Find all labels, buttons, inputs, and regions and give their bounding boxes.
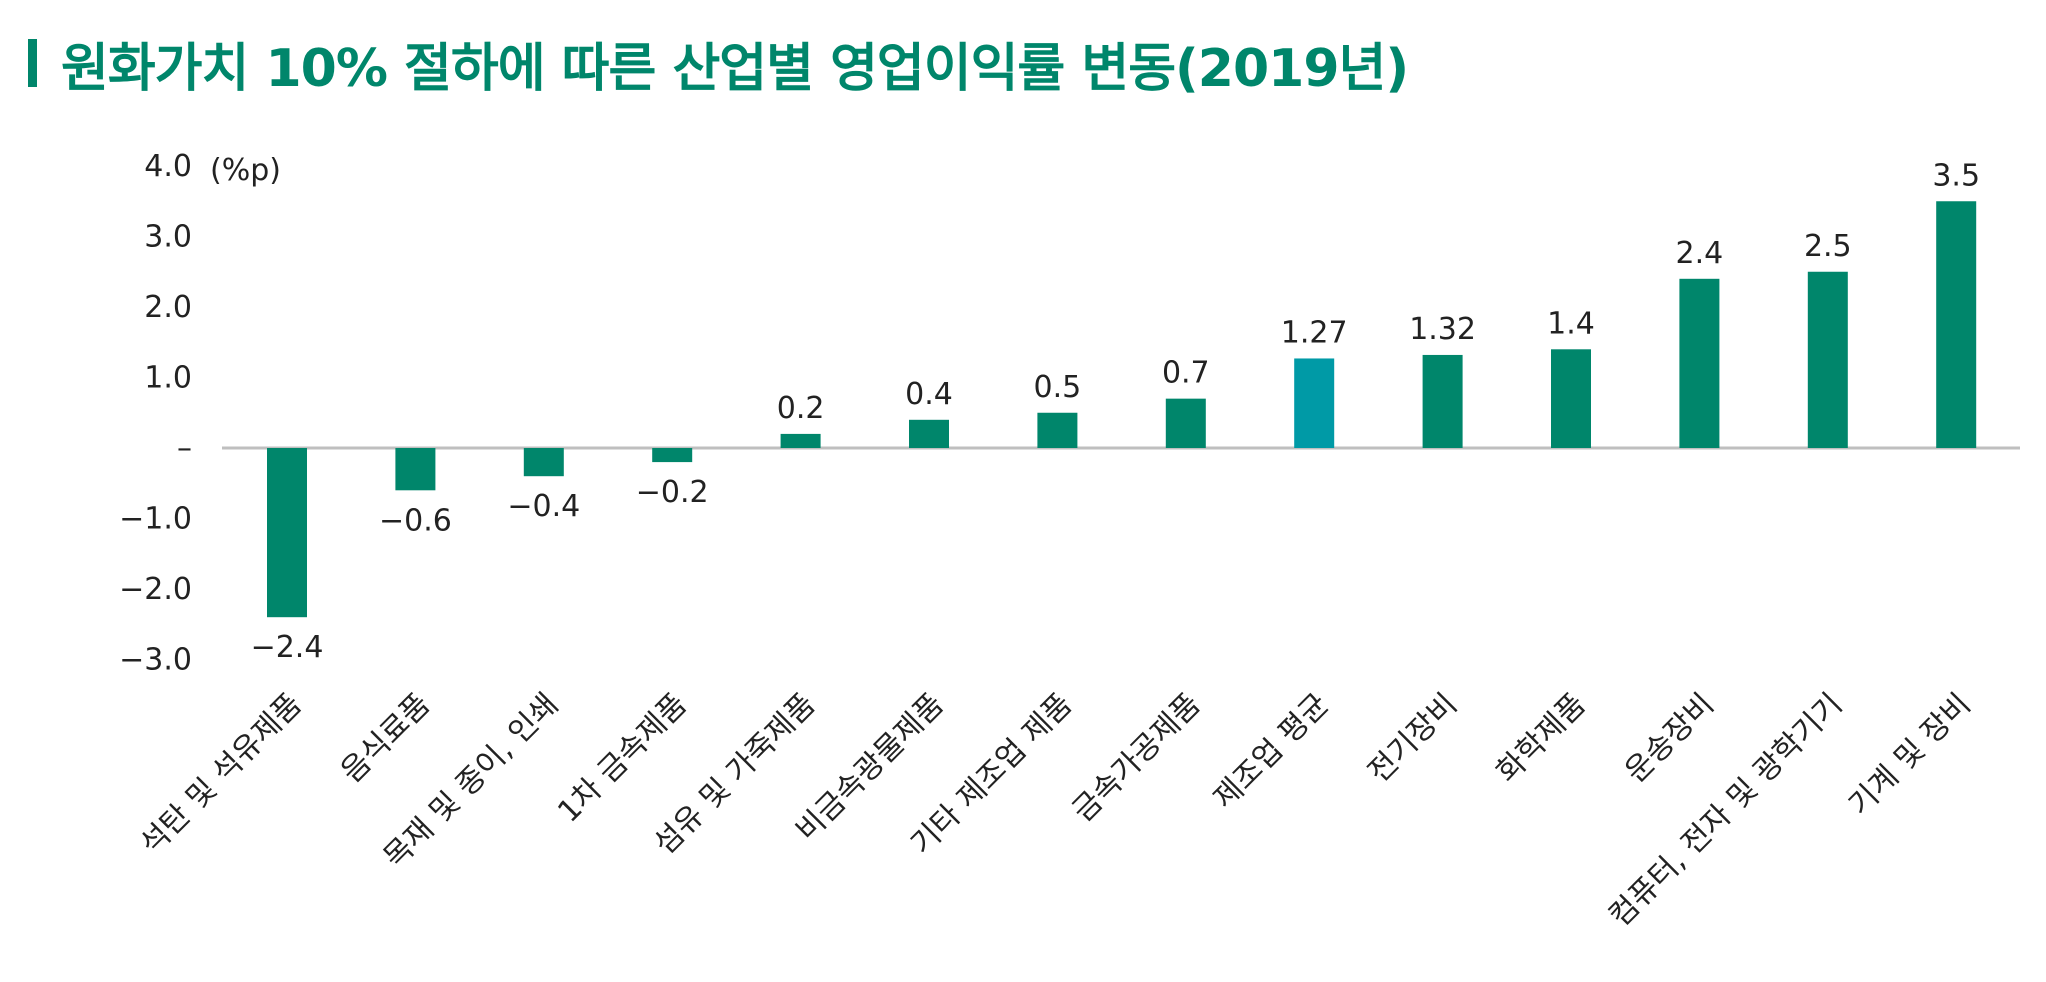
- data-label: −2.4: [251, 630, 324, 665]
- x-tick-label: 금속가공제품: [1066, 687, 1208, 829]
- chart-title: 원화가치 10% 절하에 따른 산업별 영업이익률 변동(2019년): [61, 38, 1409, 99]
- x-tick-label: 기계 및 장비: [1842, 687, 1978, 823]
- bars: [267, 201, 1977, 618]
- y-tick-label: 4.0: [144, 149, 192, 184]
- chart-title-block: 원화가치 10% 절하에 따른 산업별 영업이익률 변동(2019년): [28, 28, 1409, 99]
- y-unit-label: (%p): [210, 153, 281, 188]
- bar: [395, 448, 436, 491]
- y-tick-label: 3.0: [144, 220, 192, 255]
- bar: [1294, 358, 1335, 448]
- data-label: 0.2: [777, 391, 825, 426]
- data-label: 2.5: [1804, 229, 1852, 264]
- bar: [1422, 354, 1463, 448]
- bar: [780, 433, 821, 448]
- data-label: 0.4: [905, 377, 953, 412]
- value-labels: −2.4 −0.6 −0.4 −0.2 0.2 0.4 0.5 0.7 1.27 1.32 1.4 2…: [251, 158, 1980, 665]
- data-label: 3.5: [1932, 158, 1980, 193]
- x-tick-label: 운송장비: [1618, 687, 1721, 790]
- data-label: 1.27: [1281, 315, 1348, 350]
- bar: [1165, 398, 1206, 448]
- y-tick-label: –: [177, 431, 192, 466]
- bar: [1037, 412, 1078, 448]
- bar: [523, 448, 564, 477]
- data-label: 1.32: [1409, 312, 1476, 347]
- title-accent-bar: [28, 39, 37, 87]
- data-label: −0.4: [507, 489, 580, 524]
- data-label: 2.4: [1676, 236, 1724, 271]
- y-tick-label: −2.0: [119, 572, 192, 607]
- data-label: −0.6: [379, 503, 452, 538]
- bar: [909, 419, 949, 448]
- y-tick-label: −1.0: [119, 502, 192, 537]
- x-tick-label: 컴퓨터, 전자 및 광학기기: [1603, 687, 1850, 934]
- y-tick-label: 2.0: [144, 290, 192, 325]
- bar: [652, 448, 693, 463]
- y-tick-label: 1.0: [144, 361, 192, 396]
- data-label: 0.7: [1162, 356, 1210, 391]
- y-axis: 4.0 3.0 2.0 1.0 – −1.0 −2.0 −3.0: [119, 149, 2020, 678]
- x-tick-label: 석탄 및 석유제품: [134, 687, 309, 862]
- x-tick-label: 화학제품: [1490, 687, 1593, 790]
- bar: [1936, 201, 1977, 448]
- data-label: −0.2: [636, 475, 709, 510]
- bar: [1807, 271, 1848, 448]
- bar: [1551, 349, 1591, 448]
- x-tick-label: 제조업 평균: [1207, 687, 1336, 816]
- bar: [267, 448, 307, 618]
- x-tick-label: 전기장비: [1361, 687, 1464, 790]
- y-tick-label: −3.0: [119, 643, 192, 678]
- x-tick-label: 1차 금속제품: [551, 687, 694, 830]
- data-label: 0.5: [1034, 370, 1082, 405]
- data-label: 1.4: [1547, 306, 1595, 341]
- bar: [1679, 278, 1720, 448]
- x-tick-label: 음식료품: [334, 687, 437, 790]
